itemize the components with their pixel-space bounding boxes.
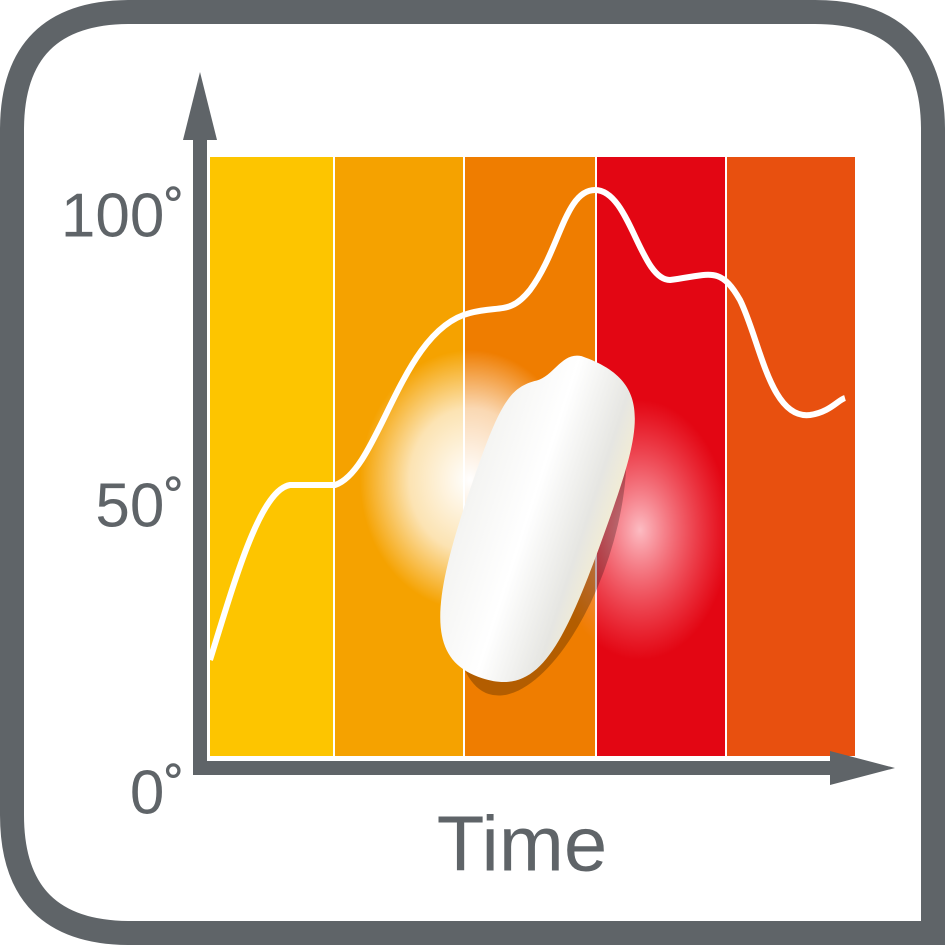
y-label: 50˚ — [95, 471, 185, 540]
rice-grain — [440, 355, 635, 696]
axes — [183, 72, 895, 785]
y-label: 0˚ — [130, 758, 185, 827]
temperature-curve — [207, 186, 847, 661]
x-label: Time — [437, 800, 607, 888]
y-label: 100˚ — [61, 181, 185, 250]
